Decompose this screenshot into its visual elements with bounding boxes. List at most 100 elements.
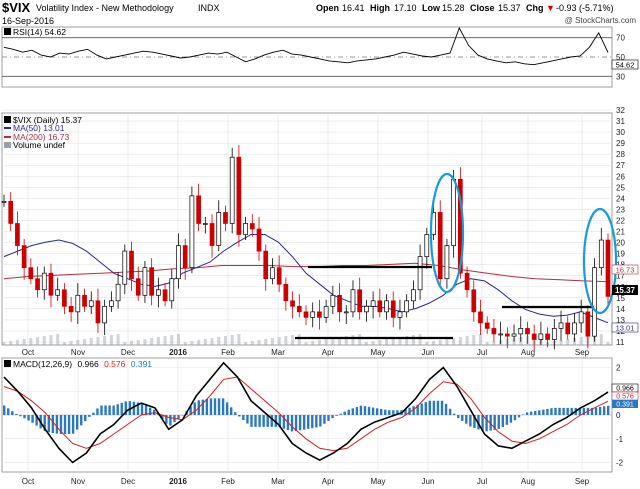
volume-bar xyxy=(458,337,462,345)
histogram-bar xyxy=(302,415,306,430)
volume-legend: Volume undef xyxy=(13,140,66,150)
price-panel: 3231302928272625242322212019181716151413… xyxy=(1,106,639,369)
histogram-bar xyxy=(71,415,75,434)
candle-body xyxy=(478,311,483,324)
price-tick-label: 14 xyxy=(616,305,625,314)
ma50-legend: MA(50) 13.01 xyxy=(13,123,65,133)
histogram-bar xyxy=(282,415,286,429)
volume-bar xyxy=(270,338,274,345)
price-tick-label: 24 xyxy=(616,194,625,203)
month-label: Jun xyxy=(422,477,435,486)
histogram-bar xyxy=(169,415,172,426)
candle-body xyxy=(370,300,376,307)
histogram-bar xyxy=(582,407,586,415)
volume-bar xyxy=(418,334,422,345)
histogram-bar xyxy=(250,415,253,427)
rsi-tick-50: 50 xyxy=(616,53,625,62)
candle-body xyxy=(62,289,67,307)
volume-bar xyxy=(472,335,476,345)
histogram-bar xyxy=(15,413,18,415)
month-label: Jul xyxy=(477,477,487,486)
candle-body xyxy=(216,212,222,246)
histogram-bar xyxy=(35,415,38,426)
month-label: Sep xyxy=(575,477,590,486)
candle-body xyxy=(585,311,591,337)
candle-body xyxy=(411,289,416,302)
histogram-bar xyxy=(327,415,330,421)
histogram-bar xyxy=(509,415,513,423)
macd-panel: 210-1-2 MACD(12,26,9) 0.966 0.576 0.391 … xyxy=(1,357,639,473)
histogram-bar xyxy=(473,415,476,429)
volume-bar xyxy=(2,342,6,345)
volume-bar xyxy=(606,342,610,345)
candle-body xyxy=(357,289,363,313)
histogram-bar xyxy=(7,408,10,415)
month-label: Jul xyxy=(477,348,487,357)
month-label: 2016 xyxy=(169,477,187,486)
macd-legend-prefix: MACD(12,26,9) xyxy=(13,359,72,369)
histogram-bar xyxy=(538,410,541,415)
histogram-bar xyxy=(408,407,411,415)
volume-bar xyxy=(351,335,355,345)
histogram-bar xyxy=(165,415,168,424)
histogram-bar xyxy=(505,415,509,425)
histogram-bar xyxy=(388,410,391,415)
histogram-bar xyxy=(521,414,525,416)
histogram-bar xyxy=(294,415,298,432)
histogram-bar xyxy=(396,410,399,415)
macd-x-axis: Oct Nov Dec 2016 Feb Mar Apr May Jun Jul Aug Sep xyxy=(22,477,590,486)
volume-bar xyxy=(284,336,288,345)
volume-bar xyxy=(432,341,436,345)
histogram-bar xyxy=(444,403,448,415)
histogram-bar xyxy=(205,398,209,415)
open-value: 16.41 xyxy=(342,3,365,13)
candle-body xyxy=(95,300,101,324)
candle-body xyxy=(538,333,544,340)
price-tick-label: 26 xyxy=(616,172,625,181)
histogram-bar xyxy=(554,407,557,415)
histogram-bar xyxy=(485,415,488,432)
histogram-bar xyxy=(501,415,505,427)
candle-body xyxy=(290,300,295,307)
histogram-bar xyxy=(254,415,257,427)
candle-body xyxy=(283,283,289,302)
histogram-bar xyxy=(157,413,160,415)
month-label: Mar xyxy=(271,348,285,357)
candle-body xyxy=(142,267,148,296)
histogram-bar xyxy=(67,415,71,434)
close-value: 15.37 xyxy=(498,3,521,13)
histogram-bar xyxy=(132,401,136,415)
candle-body xyxy=(276,267,282,285)
candle-body xyxy=(572,322,577,335)
copyright-label: @ StockCharts.com xyxy=(565,16,637,25)
histogram-bar xyxy=(96,408,99,415)
close-label: Close xyxy=(470,3,495,13)
histogram-bar xyxy=(278,415,282,428)
histogram-bar xyxy=(177,415,180,419)
histogram-bar xyxy=(80,415,83,426)
candle-body xyxy=(109,300,114,307)
volume-bar xyxy=(371,341,375,345)
macd-tick-label: -2 xyxy=(616,459,624,468)
histogram-bar xyxy=(47,415,50,433)
histogram-bar xyxy=(270,415,273,427)
candle-body xyxy=(296,305,302,313)
month-label: 2016 xyxy=(169,348,187,357)
ma50-line xyxy=(3,234,609,324)
candle-body xyxy=(21,245,27,269)
volume-bar xyxy=(338,337,342,345)
macd-legend-macd: 0.966 xyxy=(77,359,99,369)
volume-bar xyxy=(311,341,315,345)
histogram-bar xyxy=(493,415,496,430)
rsi-tick-30: 30 xyxy=(616,72,625,81)
candle-body xyxy=(303,311,309,318)
volume-bar xyxy=(264,339,268,345)
volume-bar xyxy=(244,342,248,345)
candle-body xyxy=(229,156,235,224)
month-label: Oct xyxy=(22,477,35,486)
histogram-bar xyxy=(104,405,107,415)
month-label: Feb xyxy=(221,477,235,486)
candle-body xyxy=(15,223,20,246)
histogram-bar xyxy=(529,411,533,415)
histogram-bar xyxy=(274,415,277,427)
